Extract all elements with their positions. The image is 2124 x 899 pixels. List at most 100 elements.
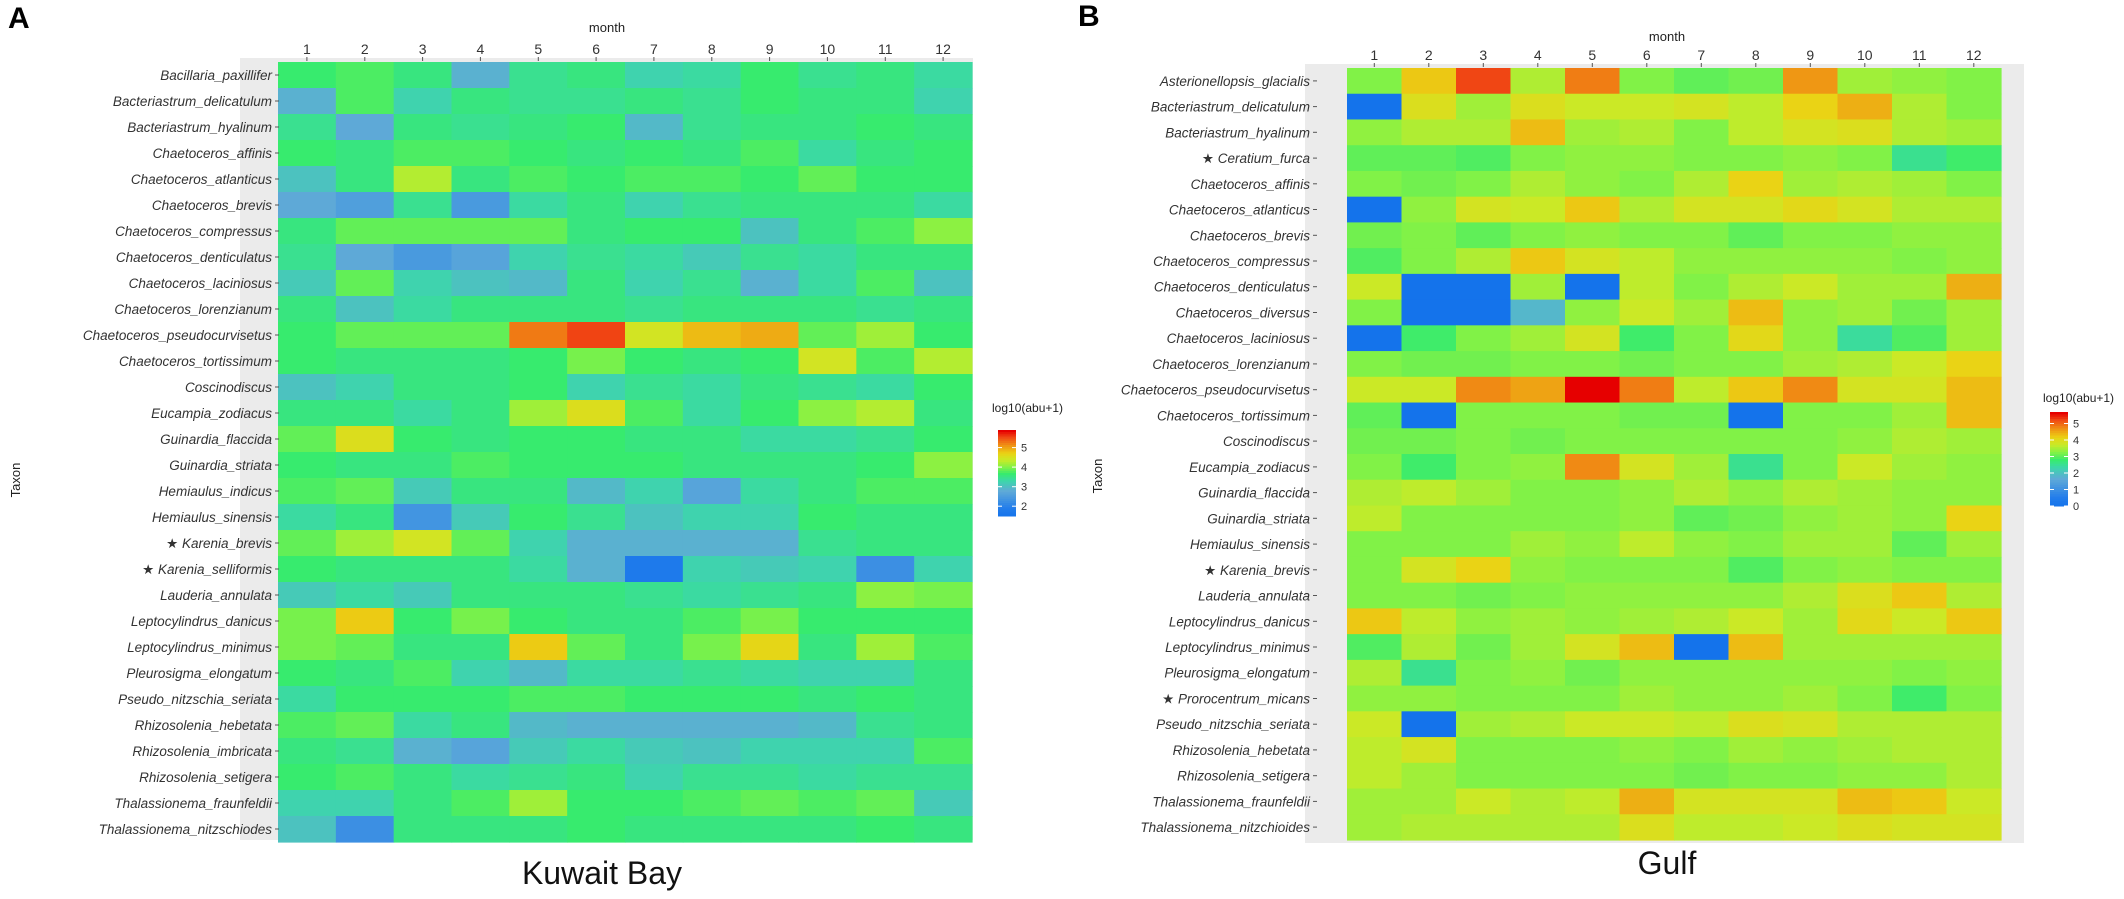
taxon-name: Bacteriastrum_hyalinum	[1165, 125, 1310, 140]
heatmap-cell	[451, 790, 510, 817]
heatmap-cell	[451, 582, 510, 609]
heatmap-cell	[1619, 93, 1675, 121]
legend-gradient-band	[998, 442, 1016, 446]
taxon-name: Chaetoceros_laciniosus	[129, 276, 273, 291]
heatmap-cell	[856, 322, 915, 349]
heatmap-cell	[1728, 273, 1784, 301]
y-tick-label: Chaetoceros_lorenzianum	[114, 302, 272, 317]
x-tick-label: 8	[708, 41, 716, 57]
heatmap-cell	[393, 530, 453, 557]
heatmap-cell	[1728, 711, 1784, 738]
x-tick-label: 10	[1857, 47, 1873, 63]
heatmap-cell	[1401, 454, 1457, 481]
y-tick-label: Guinardia_striata	[169, 458, 272, 473]
heatmap-cell	[1892, 737, 1948, 764]
heatmap-cell	[1837, 376, 1893, 404]
legend-gradient-band	[998, 438, 1016, 442]
heatmap-cell	[1837, 505, 1893, 532]
taxon-name: Chaetoceros_brevis	[1190, 228, 1310, 243]
heatmap-cell	[682, 608, 742, 635]
heatmap-cell	[567, 478, 626, 505]
heatmap-cell	[1728, 762, 1784, 790]
heatmap-cell	[1401, 556, 1457, 584]
legend-gradient-band	[2050, 454, 2068, 458]
heatmap-cell	[278, 426, 337, 453]
heatmap-cell	[451, 452, 510, 479]
heatmap-cell	[798, 140, 857, 167]
heatmap-cell	[1619, 634, 1675, 661]
heatmap-cell	[567, 88, 626, 115]
heatmap-cell	[914, 764, 973, 791]
heatmap-cell	[1892, 376, 1948, 404]
taxon-name: Chaetoceros_compressus	[1153, 254, 1310, 269]
heatmap-cell	[393, 452, 453, 479]
taxon-name: Chaetoceros_lorenzianum	[114, 302, 272, 317]
heatmap-cell	[509, 88, 568, 115]
heatmap-cell	[567, 790, 626, 817]
heatmap-cell	[278, 660, 337, 687]
y-tick-label: Bacillaria_paxillifer	[160, 68, 272, 83]
heatmap-cell	[335, 582, 395, 609]
heatmap-cell	[682, 348, 742, 375]
heatmap-cell	[1837, 556, 1893, 584]
legend-gradient-band	[998, 513, 1016, 517]
heatmap-cell	[1728, 531, 1784, 558]
x-tick-label: 4	[477, 41, 485, 57]
y-tick-label: ★ Karenia_brevis	[1204, 563, 1310, 578]
heatmap-cell	[1674, 762, 1730, 790]
heatmap-cell	[335, 530, 395, 557]
heatmap-cell	[1728, 170, 1784, 198]
heatmap-cell	[451, 166, 510, 193]
heatmap-cell	[682, 166, 742, 193]
y-tick-label: Chaetoceros_affinis	[153, 146, 273, 161]
heatmap-cell	[682, 790, 742, 817]
heatmap-cell	[1892, 634, 1948, 661]
heatmap-cell	[1728, 556, 1784, 584]
heatmap-cell	[798, 400, 857, 427]
y-tick-label: Chaetoceros_denticulatus	[1154, 280, 1310, 295]
heatmap-cell	[1347, 170, 1403, 198]
y-tick-label: Chaetoceros_brevis	[1190, 228, 1310, 243]
legend-tick-label: 3	[2073, 452, 2079, 464]
heatmap-cell	[567, 660, 626, 687]
heatmap-cell	[740, 504, 800, 531]
heatmap-cell	[1347, 505, 1403, 532]
heatmap-cell	[682, 582, 742, 609]
heatmap-cell	[1565, 325, 1621, 352]
heatmap-cell	[1946, 376, 2002, 404]
heatmap-cell	[393, 244, 453, 271]
taxon-name: Chaetoceros_tortissimum	[119, 354, 272, 369]
heatmap-cell	[451, 88, 510, 115]
heatmap-cell	[1837, 222, 1893, 249]
heatmap-cell	[740, 634, 800, 661]
heatmap-cell	[567, 400, 626, 427]
heatmap-cell	[393, 738, 453, 765]
heatmap-cell	[798, 452, 857, 479]
heatmap-cell	[1946, 68, 2002, 95]
taxon-name: Prorocentrum_micans	[1178, 692, 1310, 707]
heatmap-cell	[451, 478, 510, 505]
heatmap-cell	[1456, 170, 1512, 198]
heatmap-cell	[914, 790, 973, 817]
y-tick-label: Guinardia_striata	[1207, 511, 1310, 526]
heatmap-cell	[856, 790, 915, 817]
heatmap-cell	[1946, 505, 2002, 532]
heatmap-cell	[1783, 248, 1839, 275]
heatmap-cell	[1619, 222, 1675, 249]
heatmap-cell	[1837, 814, 1893, 841]
heatmap-cell	[625, 244, 684, 271]
heatmap-cell	[914, 140, 973, 167]
heatmap-cell	[393, 114, 453, 141]
heatmap-cell	[1619, 454, 1675, 481]
heatmap-cell	[1565, 196, 1621, 223]
heatmap-cell	[1619, 145, 1675, 172]
heatmap-cell	[1401, 505, 1457, 532]
heatmap-cell	[567, 608, 626, 635]
heatmap-cell	[1565, 582, 1621, 609]
heatmap-cell	[1837, 659, 1893, 687]
x-tick-label: 5	[1588, 47, 1596, 63]
taxon-name: Chaetoceros_tortissimum	[1157, 408, 1310, 423]
heatmap-cell	[1728, 376, 1784, 404]
x-tick-label: 8	[1752, 47, 1760, 63]
legend-gradient-band	[2050, 489, 2068, 493]
